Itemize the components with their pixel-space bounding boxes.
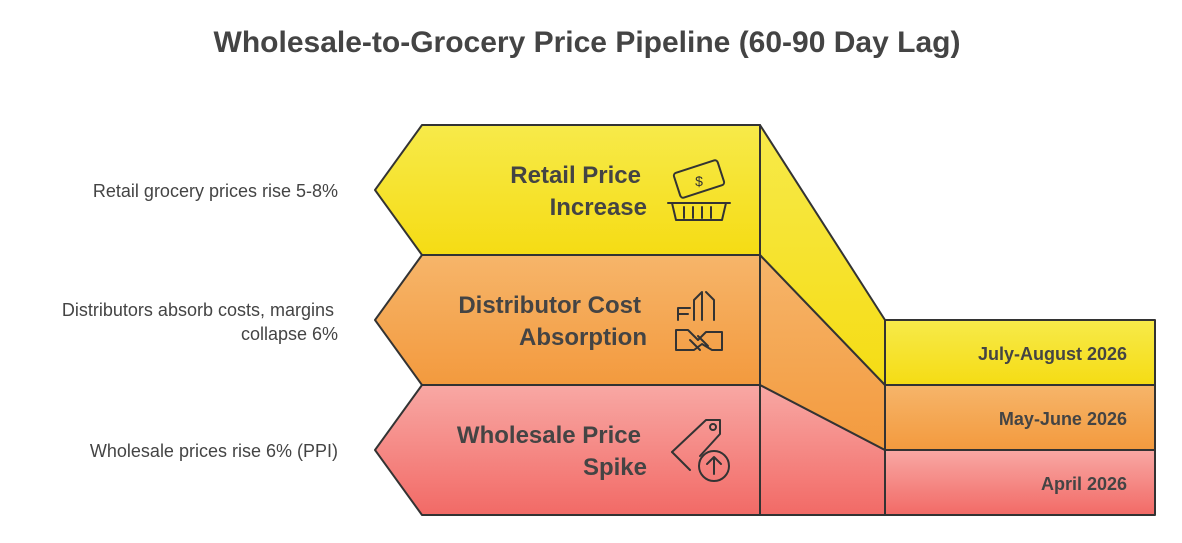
period-box (884, 449, 1156, 516)
title: Wholesale-to-Grocery Price Pipeline (60-… (214, 26, 961, 59)
layer-shape (374, 124, 761, 256)
layer-title: Spike (583, 454, 647, 481)
price-tag-icon (671, 419, 730, 482)
period-label: April 2026 (1041, 474, 1127, 494)
handshake-icon (675, 291, 723, 351)
layer-title: Wholesale Price (457, 422, 641, 449)
layer-shape (374, 384, 761, 516)
layer-title: Retail Price (510, 162, 641, 189)
period-label: May-June 2026 (999, 409, 1127, 429)
layer-title: Distributor Cost (458, 292, 641, 319)
layer-title: Absorption (519, 324, 647, 351)
layer-title: Increase (550, 194, 647, 221)
description: Retail grocery prices rise 5-8% (93, 181, 338, 201)
period-box (884, 319, 1156, 386)
period-box (884, 384, 1156, 451)
svg-text:$: $ (695, 173, 703, 189)
description: Wholesale prices rise 6% (PPI) (90, 441, 338, 461)
money-basket-icon: $ (667, 159, 731, 221)
period-label: July-August 2026 (978, 344, 1127, 364)
description: Distributors absorb costs, margins (62, 300, 334, 320)
description: collapse 6% (241, 324, 338, 344)
